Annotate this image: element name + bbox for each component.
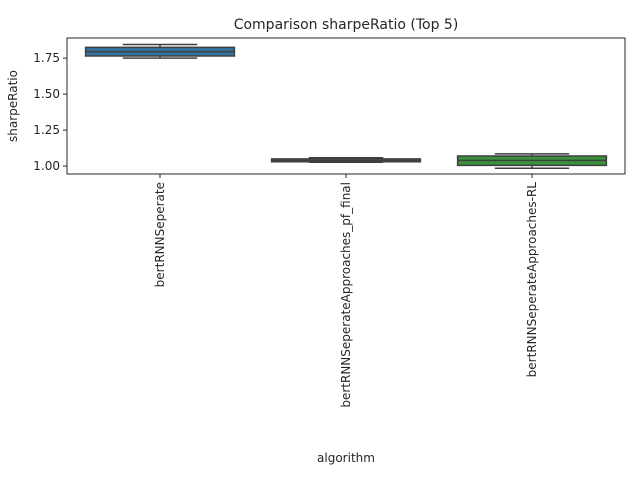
y-tick-label: 1.00	[33, 159, 60, 173]
x-axis-label: algorithm	[317, 451, 375, 465]
y-tick-label: 1.75	[33, 51, 60, 65]
x-tick-label: bertRNNSeperateApproaches-RL	[525, 182, 539, 378]
y-axis-label: sharpeRatio	[6, 70, 20, 142]
y-tick-label: 1.50	[33, 87, 60, 101]
plot-area	[84, 43, 608, 169]
chart-title: Comparison sharpeRatio (Top 5)	[234, 17, 459, 33]
box-bertRNNSeperateApproaches_pf_final	[270, 156, 422, 163]
y-axis: 1.00 1.25 1.50 1.75	[33, 51, 67, 173]
box-bertRNNSeperateApproaches-RL	[456, 153, 608, 169]
box-bertRNNSeperate	[84, 43, 236, 59]
x-tick-label: bertRNNSeperateApproaches_pf_final	[339, 182, 353, 408]
y-tick-label: 1.25	[33, 123, 60, 137]
x-tick-label: bertRNNSeperate	[153, 182, 167, 287]
x-axis: bertRNNSeperate bertRNNSeperateApproaches…	[153, 174, 539, 408]
